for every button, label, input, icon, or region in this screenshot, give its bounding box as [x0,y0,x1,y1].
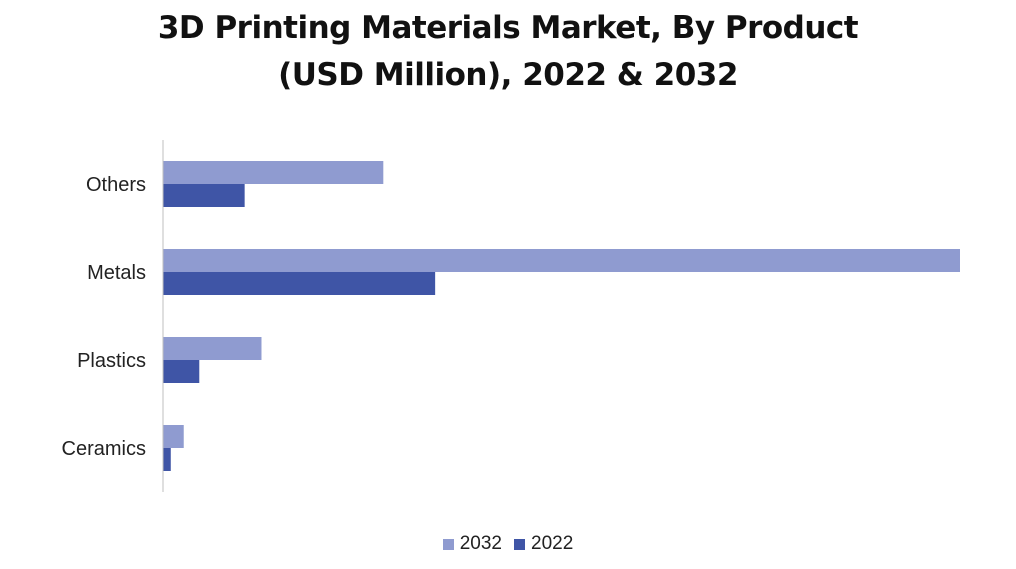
bar-others-2022 [163,184,245,207]
bar-ceramics-2032 [163,425,184,448]
category-label-others: Others [86,174,146,196]
category-label-plastics: Plastics [77,350,146,372]
legend-item-2032: 2032 [442,533,502,555]
legend: 2032 2022 [0,533,1016,555]
bar-ceramics-2022 [163,448,171,471]
chart-title-line-1: 3D Printing Materials Market, By Product [157,10,859,46]
legend-swatch-2022 [514,538,525,550]
legend-item-2022: 2022 [514,533,573,555]
category-label-metals: Metals [87,262,146,284]
bar-metals-2032 [163,249,960,272]
legend-label-2032: 2032 [459,533,502,554]
bar-plastics-2022 [163,360,200,383]
legend-swatch-2032 [442,538,454,550]
bar-metals-2022 [163,272,436,295]
bar-plastics-2032 [163,337,262,360]
chart-title-line-2: (USD Million), 2022 & 2032 [278,57,738,93]
legend-label-2022: 2022 [531,533,574,554]
category-label-ceramics: Ceramics [62,438,146,460]
bar-others-2032 [163,161,384,184]
